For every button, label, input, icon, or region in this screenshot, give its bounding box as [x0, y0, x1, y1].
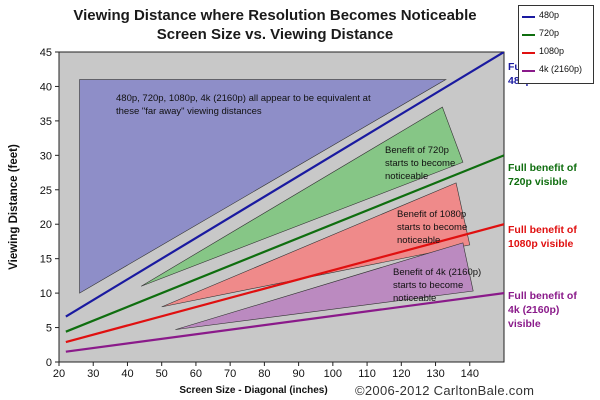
y-tick-label: 25 [40, 185, 52, 197]
y-tick-label: 20 [40, 219, 52, 231]
legend-item: 1080p [522, 45, 594, 61]
x-tick-label: 60 [190, 368, 202, 380]
series-line-4k-2160p- [65, 292, 504, 353]
copyright-watermark: ©2006-2012 CarltonBale.com [355, 383, 535, 398]
legend-swatch [522, 34, 535, 36]
legend-swatch [522, 16, 535, 18]
chart-subtitle: Screen Size vs. Viewing Distance [156, 26, 394, 43]
y-axis-label: Viewing Distance (feet) [8, 144, 20, 270]
x-tick-label: 30 [87, 368, 99, 380]
series-end-label-4: Full benefit of 4k (2160p) visible [508, 290, 577, 330]
series-line-480p [65, 52, 504, 318]
legend-item: 480p [522, 9, 594, 25]
y-tick-label: 5 [46, 323, 52, 335]
y-tick-label: 30 [40, 150, 52, 162]
region-label-1: 480p, 720p, 1080p, 4k (2160p) all appear… [116, 93, 371, 117]
x-tick-label: 80 [258, 368, 270, 380]
x-tick-label: 110 [358, 368, 376, 380]
region-label-2: Benefit of 720p starts to become noticeabl… [385, 145, 455, 182]
region-1 [79, 79, 447, 294]
y-tick-label: 15 [40, 254, 52, 266]
x-tick-label: 100 [324, 368, 342, 380]
x-tick-label: 50 [156, 368, 168, 380]
chart-legend: 480p 720p 1080p 4k (2160p) [518, 5, 594, 84]
series-line-720p [65, 154, 504, 333]
y-tick-label: 35 [40, 116, 52, 128]
legend-label: 720p [539, 28, 560, 38]
y-tick-label: 0 [46, 357, 52, 369]
y-tick-label: 45 [40, 47, 52, 59]
legend-label: 4k (2160p) [539, 64, 583, 74]
x-tick-label: 70 [224, 368, 236, 380]
legend-swatch [522, 52, 535, 54]
x-tick-label: 20 [53, 368, 65, 380]
region-label-4: Benefit of 4k (2160p) starts to become not… [393, 267, 481, 304]
y-tick-label: 40 [40, 81, 52, 93]
x-tick-label: 120 [392, 368, 410, 380]
x-tick-label: 130 [426, 368, 444, 380]
legend-item: 4k (2160p) [522, 63, 594, 79]
chart-title: Viewing Distance where Resolution Become… [73, 7, 477, 24]
region-2 [141, 106, 464, 287]
y-tick-label: 10 [40, 288, 52, 300]
x-tick-label: 40 [121, 368, 133, 380]
series-end-label-2: Full benefit of 720p visible [508, 162, 577, 188]
region-4 [175, 242, 474, 330]
legend-label: 1080p [539, 46, 565, 56]
region-label-3: Benefit of 1080p starts to become noticeab… [397, 209, 467, 246]
x-tick-label: 90 [292, 368, 304, 380]
x-tick-label: 140 [461, 368, 479, 380]
legend-swatch [522, 70, 535, 72]
legend-label: 480p [539, 10, 560, 20]
x-axis-label: Screen Size - Diagonal (inches) [179, 385, 327, 396]
series-end-label-3: Full benefit of 1080p visible [508, 224, 577, 250]
legend-item: 720p [522, 27, 594, 43]
series-line-1080p [65, 223, 504, 344]
